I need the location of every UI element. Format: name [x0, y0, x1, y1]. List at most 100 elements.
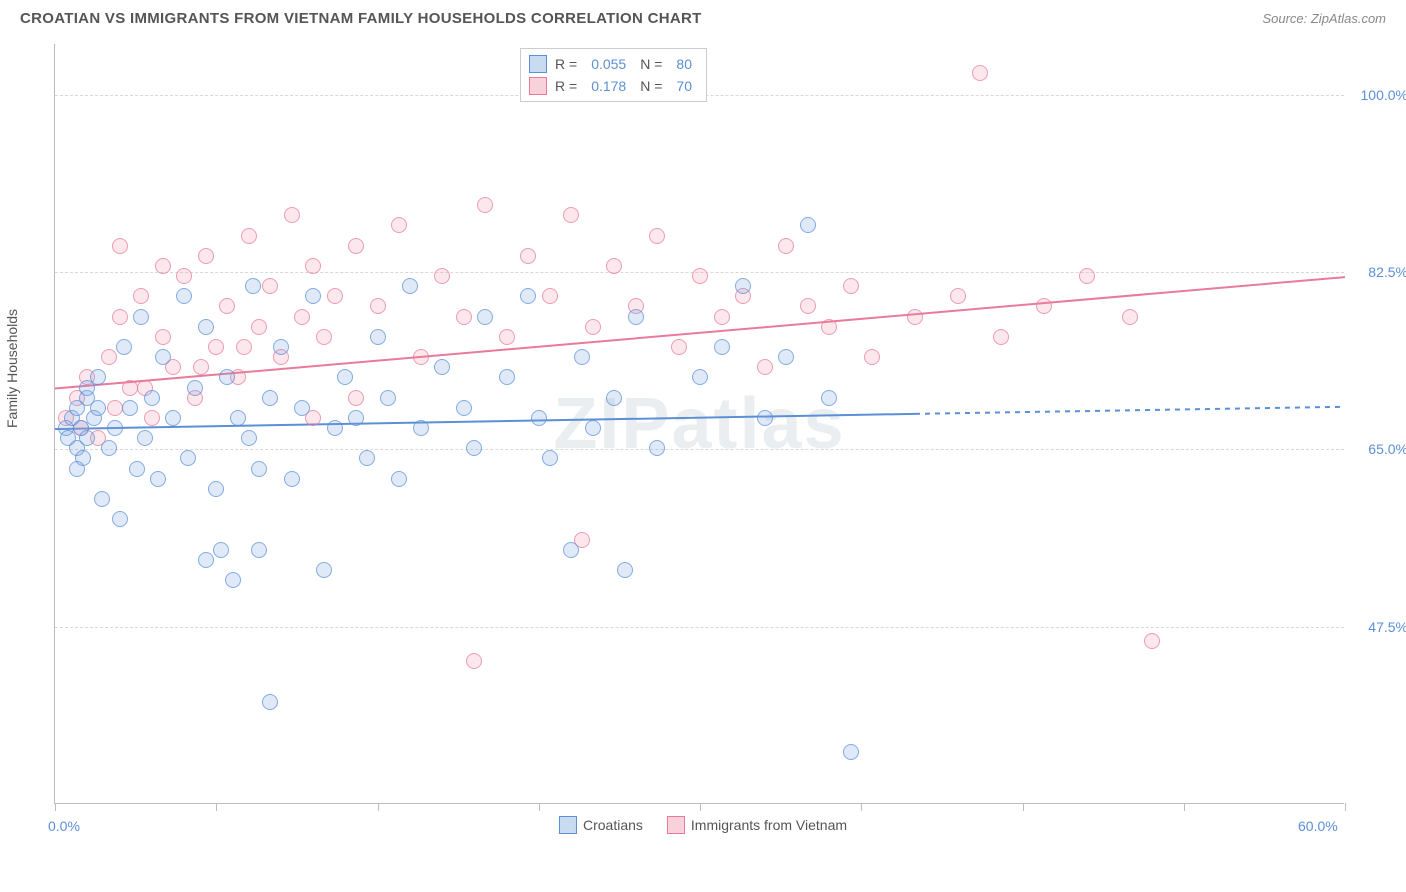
data-point [972, 65, 988, 81]
grid-line [55, 449, 1344, 450]
data-point [150, 471, 166, 487]
data-point [757, 359, 773, 375]
data-point [262, 694, 278, 710]
data-point [370, 298, 386, 314]
data-point [122, 400, 138, 416]
data-point [176, 288, 192, 304]
data-point [359, 450, 375, 466]
data-point [219, 369, 235, 385]
scatter-chart: ZIPatlas 47.5%65.0%82.5%100.0% [54, 44, 1344, 804]
data-point [348, 390, 364, 406]
data-point [628, 309, 644, 325]
data-point [241, 430, 257, 446]
y-axis-label: Family Households [4, 309, 20, 428]
data-point [155, 329, 171, 345]
legend-item-blue: Croatians [559, 816, 643, 834]
data-point [225, 572, 241, 588]
data-point [993, 329, 1009, 345]
trend-lines [55, 44, 1345, 804]
data-point [1122, 309, 1138, 325]
n-value-blue: 80 [670, 56, 698, 72]
data-point [284, 207, 300, 223]
x-tick [861, 803, 862, 811]
data-point [606, 258, 622, 274]
swatch-pink [667, 816, 685, 834]
data-point [499, 369, 515, 385]
data-point [499, 329, 515, 345]
stats-row-blue: R = 0.055 N = 80 [529, 53, 698, 75]
data-point [585, 319, 601, 335]
data-point [466, 653, 482, 669]
data-point [251, 319, 267, 335]
data-point [649, 440, 665, 456]
data-point [800, 298, 816, 314]
x-tick [55, 803, 56, 811]
data-point [79, 380, 95, 396]
data-point [198, 248, 214, 264]
data-point [230, 410, 246, 426]
data-point [245, 278, 261, 294]
data-point [144, 410, 160, 426]
data-point [456, 400, 472, 416]
data-point [165, 410, 181, 426]
data-point [649, 228, 665, 244]
data-point [198, 319, 214, 335]
data-point [843, 278, 859, 294]
data-point [273, 339, 289, 355]
data-point [180, 450, 196, 466]
data-point [144, 390, 160, 406]
data-point [79, 430, 95, 446]
data-point [757, 410, 773, 426]
data-point [348, 410, 364, 426]
data-point [294, 309, 310, 325]
bottom-legend: Croatians Immigrants from Vietnam [559, 816, 847, 834]
y-tick-label: 65.0% [1348, 441, 1406, 457]
data-point [456, 309, 472, 325]
data-point [606, 390, 622, 406]
data-point [94, 491, 110, 507]
data-point [327, 288, 343, 304]
source-label: Source: ZipAtlas.com [1262, 11, 1386, 26]
data-point [294, 400, 310, 416]
data-point [391, 217, 407, 233]
data-point [714, 309, 730, 325]
x-tick [1023, 803, 1024, 811]
data-point [316, 562, 332, 578]
data-point [284, 471, 300, 487]
data-point [213, 542, 229, 558]
data-point [208, 481, 224, 497]
data-point [434, 268, 450, 284]
data-point [617, 562, 633, 578]
data-point [262, 278, 278, 294]
data-point [1079, 268, 1095, 284]
data-point [251, 542, 267, 558]
data-point [337, 369, 353, 385]
data-point [155, 258, 171, 274]
data-point [692, 268, 708, 284]
x-axis-max-label: 60.0% [1298, 818, 1338, 834]
data-point [241, 228, 257, 244]
data-point [907, 309, 923, 325]
data-point [520, 248, 536, 264]
data-point [520, 288, 536, 304]
x-tick [700, 803, 701, 811]
data-point [714, 339, 730, 355]
r-value-pink: 0.178 [585, 78, 632, 94]
y-tick-label: 47.5% [1348, 619, 1406, 635]
data-point [112, 238, 128, 254]
data-point [101, 440, 117, 456]
data-point [1144, 633, 1160, 649]
data-point [735, 278, 751, 294]
data-point [477, 309, 493, 325]
data-point [585, 420, 601, 436]
data-point [778, 238, 794, 254]
data-point [477, 197, 493, 213]
data-point [305, 258, 321, 274]
data-point [434, 359, 450, 375]
data-point [122, 380, 138, 396]
data-point [133, 309, 149, 325]
data-point [370, 329, 386, 345]
data-point [542, 288, 558, 304]
stats-legend: R = 0.055 N = 80 R = 0.178 N = 70 [520, 48, 707, 102]
data-point [251, 461, 267, 477]
